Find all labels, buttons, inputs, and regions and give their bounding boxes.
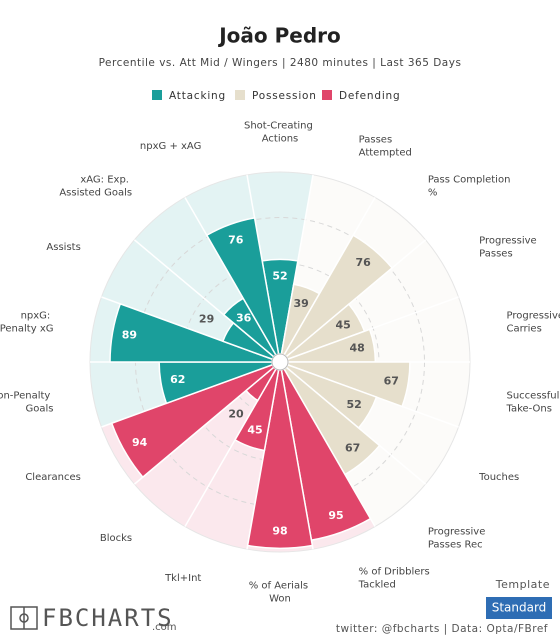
template-label: Template: [495, 578, 550, 591]
logo-icon: [10, 606, 38, 630]
value-label: 67: [345, 442, 360, 455]
category-label: xAG: Exp. Assisted Goals: [59, 174, 132, 198]
template-button[interactable]: [486, 597, 552, 619]
chart-title: João Pedro: [217, 24, 341, 48]
category-label: % of Dribblers Tackled: [358, 567, 433, 591]
category-label: Assists: [46, 242, 80, 253]
value-label: 45: [335, 319, 350, 332]
value-label: 67: [384, 375, 399, 388]
category-label: Pass Completion %: [428, 174, 514, 198]
category-label: Shot-Creating Actions: [244, 121, 316, 145]
category-label: npxG: Non-Penalty xG: [0, 311, 53, 335]
center-hole: [271, 353, 289, 371]
logo-suffix: .com: [152, 622, 177, 633]
value-label: 52: [272, 269, 287, 282]
value-label: 76: [355, 256, 371, 269]
value-label: 48: [350, 341, 365, 354]
value-label: 94: [132, 436, 148, 449]
legend-swatch: [152, 90, 162, 100]
slice-background: [134, 367, 276, 527]
value-label: 52: [347, 398, 362, 411]
legend-label: Possession: [252, 90, 317, 102]
category-label: % of Aerials Won: [249, 581, 312, 605]
value-label: 39: [294, 297, 309, 310]
value-label: 20: [228, 407, 244, 420]
category-label: npxG + xAG: [140, 141, 201, 152]
category-label: Progressive Passes: [479, 236, 540, 260]
legend-label: Attacking: [169, 90, 226, 102]
category-label: Touches: [478, 472, 519, 483]
value-label: 36: [236, 312, 252, 325]
logo: FBCHARTS: [42, 604, 174, 632]
category-label: Blocks: [100, 533, 132, 544]
value-label: 95: [328, 509, 343, 522]
legend-label: Defending: [339, 90, 400, 102]
category-label: Tkl+Int: [164, 573, 201, 584]
value-label: 89: [122, 328, 137, 341]
category-label: Passes Attempted: [359, 134, 412, 158]
category-label: Progressive Carries: [507, 311, 560, 335]
legend-swatch: [235, 90, 245, 100]
value-label: 98: [272, 524, 287, 537]
legend-swatch: [322, 90, 332, 100]
value-label: 29: [199, 313, 214, 326]
category-label: Successful Take-Ons: [506, 390, 560, 414]
category-label: Progressive Passes Rec: [428, 527, 489, 551]
value-label: 45: [247, 424, 262, 437]
category-label: Non-Penalty Goals: [0, 390, 53, 414]
credits: twitter: @fbcharts | Data: Opta/FBref: [336, 623, 548, 635]
chart-subtitle: Percentile vs. Att Mid / Wingers | 2480 …: [99, 57, 462, 69]
value-label: 62: [170, 373, 185, 386]
template-button-label[interactable]: Standard: [492, 601, 547, 615]
value-label: 76: [228, 233, 244, 246]
category-label: Clearances: [25, 472, 80, 483]
